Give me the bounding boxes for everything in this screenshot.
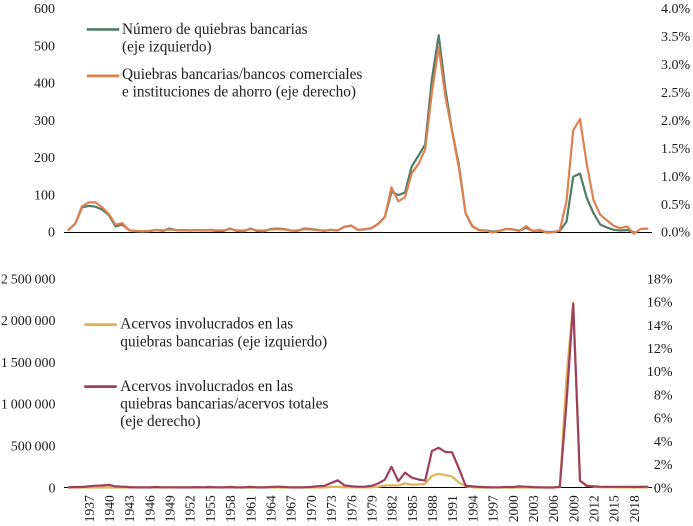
- svg-text:16%: 16%: [647, 296, 673, 311]
- svg-text:(eje izquierdo): (eje izquierdo): [122, 39, 212, 56]
- svg-text:2003: 2003: [526, 495, 541, 522]
- svg-text:1940: 1940: [102, 495, 117, 522]
- svg-text:2.5%: 2.5%: [661, 86, 691, 101]
- svg-text:0: 0: [48, 226, 55, 241]
- svg-text:1.0%: 1.0%: [661, 170, 691, 185]
- svg-text:1976: 1976: [344, 495, 359, 522]
- svg-text:100: 100: [34, 188, 55, 203]
- svg-text:1 500 000: 1 500 000: [1, 356, 56, 371]
- svg-text:1985: 1985: [405, 495, 420, 522]
- svg-text:1943: 1943: [122, 495, 137, 522]
- svg-text:Número de quiebras bancarias: Número de quiebras bancarias: [122, 21, 308, 38]
- svg-text:2 000 000: 2 000 000: [1, 314, 56, 329]
- svg-text:e instituciones de ahorro (eje: e instituciones de ahorro (eje derecho): [122, 84, 356, 101]
- svg-text:2000: 2000: [506, 495, 521, 522]
- svg-text:1970: 1970: [304, 495, 319, 522]
- svg-text:2 500 000: 2 500 000: [1, 272, 56, 287]
- svg-text:6%: 6%: [654, 412, 673, 427]
- svg-text:500 000: 500 000: [11, 440, 56, 455]
- svg-text:0.5%: 0.5%: [661, 198, 691, 213]
- svg-text:quiebras bancarias (eje izquie: quiebras bancarias (eje izquierdo): [120, 333, 327, 350]
- svg-text:0.0%: 0.0%: [661, 226, 691, 241]
- svg-text:1994: 1994: [465, 495, 480, 522]
- svg-text:2006: 2006: [546, 495, 561, 522]
- svg-text:10%: 10%: [647, 365, 673, 380]
- svg-text:200: 200: [34, 151, 55, 166]
- svg-text:600: 600: [34, 2, 55, 17]
- svg-text:1946: 1946: [142, 495, 157, 522]
- svg-text:400: 400: [34, 77, 55, 92]
- svg-text:1991: 1991: [445, 495, 460, 522]
- svg-text:1 000 000: 1 000 000: [1, 398, 56, 413]
- svg-text:1955: 1955: [203, 495, 218, 522]
- svg-text:1949: 1949: [163, 495, 178, 522]
- svg-text:2%: 2%: [654, 458, 673, 473]
- svg-text:1964: 1964: [264, 495, 279, 522]
- svg-text:2.0%: 2.0%: [661, 114, 691, 129]
- svg-text:1973: 1973: [324, 495, 339, 522]
- svg-text:12%: 12%: [647, 342, 673, 357]
- svg-text:Acervos involucrados en las: Acervos involucrados en las: [120, 378, 293, 395]
- svg-text:500: 500: [34, 39, 55, 54]
- svg-text:3.0%: 3.0%: [661, 58, 691, 73]
- svg-text:1.5%: 1.5%: [661, 142, 691, 157]
- svg-text:2009: 2009: [566, 495, 581, 522]
- svg-text:1967: 1967: [284, 495, 299, 522]
- svg-text:Acervos involucrados en las: Acervos involucrados en las: [120, 316, 293, 333]
- svg-text:quiebras bancarias/acervos tot: quiebras bancarias/acervos totales: [120, 395, 328, 412]
- svg-text:4%: 4%: [654, 435, 673, 450]
- svg-text:18%: 18%: [647, 272, 673, 287]
- svg-text:8%: 8%: [654, 389, 673, 404]
- svg-text:1961: 1961: [243, 495, 258, 522]
- svg-text:0: 0: [49, 481, 56, 496]
- svg-text:4.0%: 4.0%: [661, 2, 691, 17]
- svg-text:14%: 14%: [647, 319, 673, 334]
- svg-text:1952: 1952: [183, 495, 198, 522]
- svg-text:2012: 2012: [587, 495, 602, 522]
- svg-text:2018: 2018: [627, 495, 642, 522]
- svg-text:1988: 1988: [425, 495, 440, 522]
- svg-text:1979: 1979: [365, 495, 380, 522]
- svg-text:3.5%: 3.5%: [661, 30, 691, 45]
- svg-text:1937: 1937: [82, 495, 97, 522]
- svg-text:2015: 2015: [607, 495, 622, 522]
- svg-text:(eje derecho): (eje derecho): [120, 413, 200, 430]
- svg-text:300: 300: [34, 114, 55, 129]
- svg-text:0%: 0%: [654, 481, 673, 496]
- svg-text:Quiebras bancarias/bancos come: Quiebras bancarias/bancos comerciales: [122, 66, 362, 83]
- svg-text:1958: 1958: [223, 495, 238, 522]
- svg-text:1982: 1982: [385, 495, 400, 522]
- svg-text:1997: 1997: [486, 495, 501, 522]
